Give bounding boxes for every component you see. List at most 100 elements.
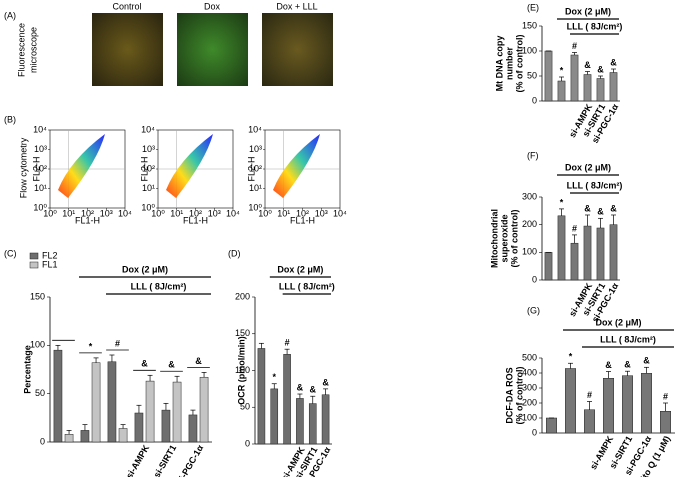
y-axis-label: Percentage bbox=[22, 345, 32, 394]
bar bbox=[308, 403, 317, 445]
bar bbox=[570, 242, 579, 281]
x-tick-label: 10⁰ bbox=[258, 208, 272, 218]
y-tick-label: 50 bbox=[35, 388, 45, 398]
y-tick-label: 10¹ bbox=[249, 183, 262, 193]
bar bbox=[199, 376, 209, 443]
bar bbox=[546, 417, 557, 434]
annotation: & bbox=[605, 360, 612, 370]
y-axis-label: number bbox=[504, 47, 514, 81]
bar bbox=[161, 409, 171, 443]
y-tick-label: 300 bbox=[522, 382, 537, 392]
y-tick-label: 150 bbox=[235, 328, 250, 338]
y-axis-label: OCR (pmol/min) bbox=[236, 336, 246, 405]
bar bbox=[583, 225, 592, 281]
x-tick-label: 10⁴ bbox=[333, 208, 347, 218]
header-label: Dox (2 μM) bbox=[595, 317, 641, 327]
bar bbox=[91, 362, 101, 443]
x-axis-label: FL1-H bbox=[290, 215, 315, 225]
panel-label: (G) bbox=[527, 305, 540, 315]
annotation: # bbox=[587, 390, 592, 400]
annotation: * bbox=[560, 65, 564, 75]
bar bbox=[296, 398, 304, 445]
bar bbox=[557, 80, 566, 102]
header-label: Dox (2 μM) bbox=[565, 6, 611, 16]
bar bbox=[188, 414, 198, 443]
annotation: * bbox=[560, 197, 564, 207]
annotation: # bbox=[572, 223, 577, 233]
annotation: & bbox=[322, 377, 329, 387]
y-tick-label: 50 bbox=[527, 70, 537, 80]
micrograph bbox=[262, 13, 333, 86]
bar bbox=[570, 54, 579, 102]
header-label: LLL ( 8J/cm²) bbox=[567, 21, 623, 31]
y-tick-label: 100 bbox=[30, 340, 45, 350]
panel-a: (A) Fluorescence microscope Control Dox … bbox=[4, 1, 333, 86]
panel-label: (B) bbox=[4, 114, 16, 124]
x-tick-label: 10³ bbox=[100, 208, 113, 218]
x-tick-label: si-SIRT1 bbox=[152, 443, 179, 477]
micrograph bbox=[92, 13, 163, 86]
annotation: & bbox=[610, 57, 617, 67]
x-tick-label: 10¹ bbox=[170, 208, 183, 218]
annotation: # bbox=[663, 391, 668, 401]
panel-b: (B) Flow cytometry bbox=[4, 114, 28, 198]
y-tick-label: 10³ bbox=[34, 144, 47, 154]
annotation: # bbox=[115, 338, 120, 348]
header-label: LLL ( 8J/cm²) bbox=[600, 334, 656, 344]
y-tick-label: 300 bbox=[522, 191, 537, 201]
y-axis-label: FL2-H bbox=[31, 156, 41, 181]
row-label: microscope bbox=[28, 27, 38, 73]
x-axis-label: FL1-H bbox=[183, 215, 208, 225]
legend-label: FL2 bbox=[42, 250, 58, 260]
bar bbox=[596, 78, 605, 102]
annotation: & bbox=[168, 360, 175, 370]
y-tick-label: 10⁰ bbox=[33, 202, 47, 212]
bar bbox=[107, 361, 117, 443]
annotation: & bbox=[597, 64, 604, 74]
density-cloud bbox=[166, 134, 213, 198]
y-tick-label: 10⁴ bbox=[248, 124, 262, 134]
bar bbox=[283, 354, 291, 445]
annotation: * bbox=[569, 352, 573, 362]
y-axis-label: Mt DNA copy bbox=[494, 36, 504, 92]
y-tick-label: 10⁴ bbox=[141, 124, 155, 134]
bar bbox=[118, 428, 128, 443]
panel-label: (E) bbox=[527, 2, 539, 12]
y-axis-label: (% of control) bbox=[509, 210, 519, 268]
y-tick-label: 400 bbox=[522, 367, 537, 377]
y-tick-label: 0 bbox=[245, 438, 250, 448]
y-tick-label: 500 bbox=[522, 352, 537, 362]
x-tick-label: 10⁰ bbox=[151, 208, 165, 218]
header-label: Dox (2 μM) bbox=[277, 264, 323, 274]
y-tick-label: 10⁰ bbox=[141, 202, 155, 212]
y-tick-label: 0 bbox=[532, 427, 537, 437]
annotation: * bbox=[272, 372, 276, 382]
y-tick-label: 10² bbox=[142, 163, 155, 173]
bar bbox=[609, 224, 618, 281]
annotation: & bbox=[624, 360, 631, 370]
x-tick-label: 10⁰ bbox=[43, 208, 57, 218]
x-tick-label: 10⁴ bbox=[118, 208, 132, 218]
y-tick-label: 10⁴ bbox=[33, 124, 47, 134]
x-tick-label: 10⁴ bbox=[226, 208, 240, 218]
bar bbox=[603, 378, 614, 434]
annotation: & bbox=[195, 356, 202, 366]
column-title: Dox bbox=[204, 1, 221, 11]
panel-label: (A) bbox=[4, 10, 16, 20]
y-axis-label: FL2-H bbox=[246, 156, 256, 181]
column-title: Dox + LLL bbox=[276, 1, 317, 11]
bar bbox=[321, 394, 330, 445]
y-tick-label: 100 bbox=[522, 247, 537, 257]
header-label: LLL ( 8J/cm²) bbox=[567, 180, 623, 190]
annotation: # bbox=[285, 338, 290, 348]
row-label: Fluorescence bbox=[16, 23, 26, 77]
header-label: LLL ( 8J/cm²) bbox=[131, 281, 187, 291]
header-label: Dox (2 μM) bbox=[122, 264, 168, 274]
y-tick-label: 50 bbox=[240, 402, 250, 412]
x-tick-label: si-PGC-1α bbox=[175, 443, 206, 477]
bar bbox=[557, 215, 566, 281]
y-tick-label: 200 bbox=[522, 397, 537, 407]
legend-swatch bbox=[29, 261, 39, 269]
y-tick-label: 10² bbox=[34, 163, 47, 173]
